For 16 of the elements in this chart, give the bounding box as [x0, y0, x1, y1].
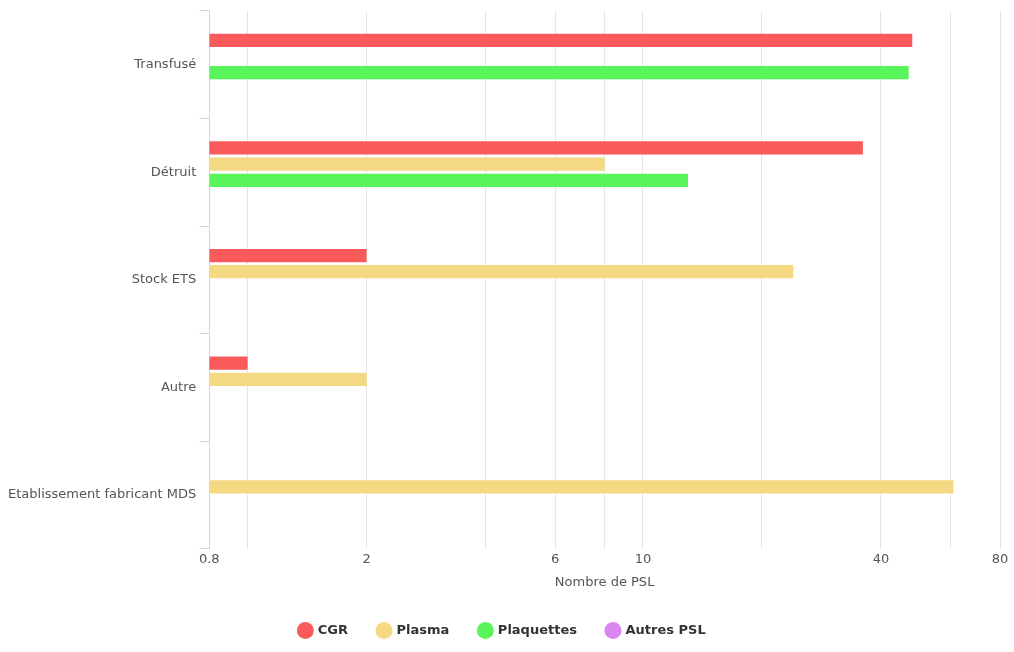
y-tick-label: Etablissement fabricant MDS — [7, 486, 197, 502]
y-tick-label: Stock ETS — [131, 271, 197, 287]
legend-label: Plaquettes — [497, 621, 578, 637]
x-tick-label: 0.8 — [198, 550, 220, 566]
y-tick-label: Autre — [160, 378, 197, 394]
legend-label: CGR — [317, 621, 349, 637]
x-tick-label: 80 — [991, 550, 1009, 566]
legend-label: Plasma — [396, 621, 450, 637]
x-tick-label: 10 — [634, 550, 652, 566]
legend-label: Autres PSL — [625, 621, 706, 637]
y-tick-label: Transfusé — [133, 55, 197, 71]
y-tick-label: Détruit — [150, 163, 197, 179]
x-axis-title: Nombre de PSL — [554, 573, 656, 589]
x-tick-label: 6 — [551, 550, 560, 566]
x-tick-label: 40 — [872, 550, 890, 566]
x-tick-label: 2 — [362, 550, 371, 566]
